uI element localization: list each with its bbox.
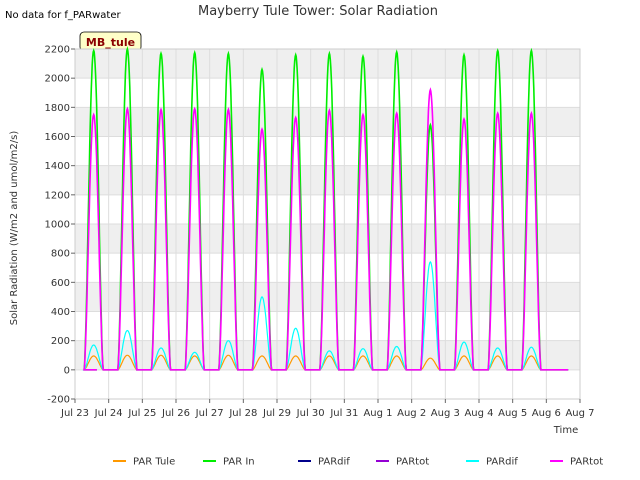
legend-label: PARdif — [486, 457, 518, 468]
plot-band — [75, 282, 580, 312]
legend-label: PARtot — [396, 457, 429, 468]
x-tick-label: Jul 30 — [296, 408, 325, 419]
x-tick-label: Aug 3 — [431, 408, 460, 419]
y-axis-ticks: -200 0 200 400 600 800 1000 1200 1400 1600 1800 200… — [45, 45, 75, 406]
x-tick-label: Aug 1 — [363, 408, 392, 419]
legend-label: PARdif — [318, 457, 350, 468]
x-tick-label: Jul 27 — [195, 408, 224, 419]
station-badge: MB_tule — [79, 31, 142, 52]
y-tick-label: 1600 — [45, 132, 70, 143]
y-tick-label: 2000 — [45, 74, 70, 85]
station-badge-label: MB_tule — [86, 36, 135, 49]
y-tick-label: 2200 — [45, 45, 70, 56]
y-tick-label: 200 — [51, 336, 70, 347]
series-layer — [82, 46, 569, 371]
x-tick-label: Aug 7 — [565, 408, 594, 419]
y-tick-label: 600 — [51, 278, 70, 289]
y-tick-label: 1000 — [45, 220, 70, 231]
x-tick-label: Aug 5 — [498, 408, 527, 419]
x-axis-ticks: Jul 23 Jul 24 Jul 25 Jul 26 Jul 27 Jul 28 Jul … — [60, 399, 595, 419]
y-tick-label: 1800 — [45, 103, 70, 114]
x-tick-label: Jul 23 — [60, 408, 89, 419]
legend-label: PARtot — [570, 457, 603, 468]
legend-label: PAR In — [223, 457, 255, 468]
x-tick-label: Jul 28 — [228, 408, 257, 419]
chart-title: Mayberry Tule Tower: Solar Radiation — [198, 4, 438, 19]
y-tick-label: 1200 — [45, 190, 70, 201]
x-tick-label: Jul 24 — [94, 408, 123, 419]
x-tick-label: Aug 6 — [532, 408, 561, 419]
y-axis-label: Solar Radiation (W/m2 and umol/m2/s) — [9, 131, 20, 326]
y-tick-label: 0 — [64, 365, 70, 376]
y-tick-label: 1400 — [45, 161, 70, 172]
y-tick-label: -200 — [47, 395, 70, 406]
x-tick-label: Jul 26 — [161, 408, 190, 419]
no-data-note: No data for f_PARwater — [5, 10, 121, 21]
plot-band — [75, 165, 580, 195]
legend-label: PAR Tule — [133, 457, 175, 468]
plot-band — [75, 224, 580, 254]
x-axis-label: Time — [553, 425, 578, 436]
x-tick-label: Aug 4 — [464, 408, 493, 419]
y-tick-label: 400 — [51, 307, 70, 318]
x-tick-label: Aug 2 — [397, 408, 426, 419]
plot-band — [75, 340, 580, 370]
y-tick-label: 800 — [51, 249, 70, 260]
x-tick-label: Jul 29 — [262, 408, 291, 419]
legend: PAR Tule PAR In PARdif PARtot PARdif PARtot — [113, 457, 603, 468]
series-line-partot — [83, 87, 569, 371]
x-tick-label: Jul 25 — [127, 408, 156, 419]
x-tick-label: Jul 31 — [329, 408, 358, 419]
